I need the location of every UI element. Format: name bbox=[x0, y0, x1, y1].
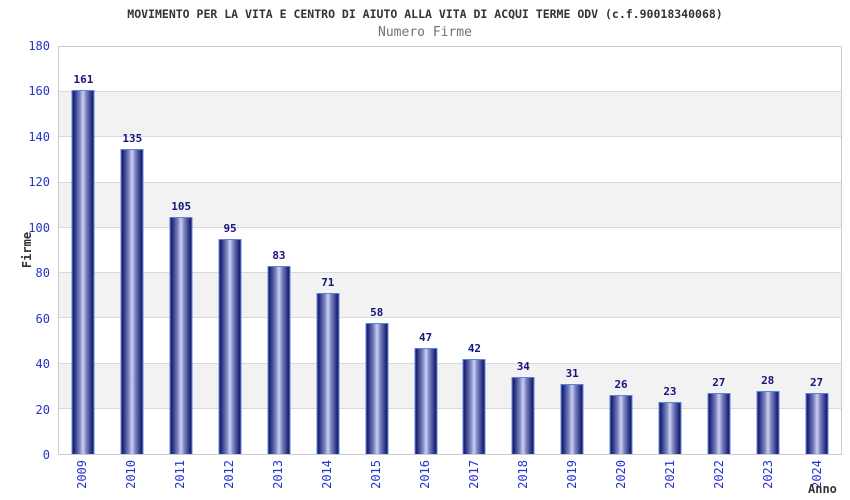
bar-slot: 42 bbox=[450, 47, 499, 454]
grid-band bbox=[59, 137, 841, 183]
grid-band bbox=[59, 47, 841, 93]
bar-slot: 47 bbox=[401, 47, 450, 454]
x-tick-label: 2016 bbox=[418, 460, 432, 489]
bar-2016 bbox=[414, 348, 438, 454]
x-tick-slot: 2020 bbox=[597, 460, 646, 498]
x-tick-label: 2009 bbox=[75, 460, 89, 489]
y-tick-label: 140 bbox=[28, 129, 50, 144]
y-tick-label: 40 bbox=[35, 357, 50, 372]
bar-slot: 58 bbox=[352, 47, 401, 454]
bar-slot: 105 bbox=[157, 47, 206, 454]
bar-2010 bbox=[120, 149, 144, 454]
bar-slot: 23 bbox=[646, 47, 695, 454]
bar-value-label: 71 bbox=[321, 276, 335, 289]
x-tick-slot: 2014 bbox=[303, 460, 352, 498]
x-tick-slot: 2018 bbox=[499, 460, 548, 498]
bar-2009 bbox=[71, 90, 95, 454]
x-tick-slot: 2016 bbox=[401, 460, 450, 498]
bar-value-label: 27 bbox=[809, 376, 824, 389]
x-tick-label: 2023 bbox=[761, 460, 775, 489]
x-tick-label: 2015 bbox=[369, 460, 383, 489]
bar-2018 bbox=[511, 377, 535, 454]
y-axis-title: Firme bbox=[20, 231, 34, 269]
bar-2011 bbox=[169, 217, 193, 454]
x-tick-label: 2011 bbox=[173, 460, 187, 489]
bar-slot: 135 bbox=[108, 47, 157, 454]
x-tick-label: 2021 bbox=[663, 460, 677, 489]
y-tick-label: 100 bbox=[28, 220, 50, 235]
x-tick-slot: 2023 bbox=[744, 460, 793, 498]
x-tick-slot: 2013 bbox=[254, 460, 303, 498]
bar-2020 bbox=[609, 395, 633, 454]
bar-value-label: 27 bbox=[712, 376, 726, 389]
bar-value-label: 23 bbox=[663, 385, 677, 398]
y-tick-label: 20 bbox=[35, 402, 50, 417]
bar-2012 bbox=[218, 239, 242, 454]
bar-2019 bbox=[560, 384, 584, 454]
bar-2013 bbox=[267, 266, 291, 454]
y-tick-label: 160 bbox=[28, 84, 50, 99]
bar-slot: 26 bbox=[597, 47, 646, 454]
x-tick-label: 2014 bbox=[320, 460, 334, 489]
bar-value-label: 105 bbox=[171, 200, 192, 213]
bar-2021 bbox=[658, 402, 682, 454]
chart-title: MOVIMENTO PER LA VITA E CENTRO DI AIUTO … bbox=[127, 7, 723, 21]
x-tick-label: 2017 bbox=[467, 460, 481, 489]
bar-value-label: 42 bbox=[467, 342, 482, 355]
bar-slot: 27 bbox=[694, 47, 743, 454]
x-tick-slot: 2019 bbox=[548, 460, 597, 498]
bar-slot: 71 bbox=[303, 47, 352, 454]
bar-value-label: 83 bbox=[272, 249, 286, 262]
x-tick-slot: 2011 bbox=[156, 460, 205, 498]
y-tick-label: 180 bbox=[28, 39, 50, 53]
bar-value-label: 58 bbox=[370, 306, 384, 319]
bar-value-label: 34 bbox=[516, 360, 530, 373]
bar-value-label: 28 bbox=[761, 374, 775, 387]
bar-value-label: 161 bbox=[73, 73, 94, 86]
bar-2023 bbox=[756, 391, 780, 454]
bar-2014 bbox=[316, 293, 340, 454]
y-tick-label: 0 bbox=[42, 448, 50, 462]
x-tick-label: 2019 bbox=[565, 460, 579, 489]
bar-slot: 31 bbox=[548, 47, 597, 454]
y-tick-label: 120 bbox=[28, 175, 50, 190]
y-tick-label: 60 bbox=[35, 311, 50, 326]
bar-slot: 34 bbox=[499, 47, 548, 454]
bar-2024 bbox=[805, 393, 829, 454]
bar-value-label: 26 bbox=[614, 378, 628, 391]
bar-value-label: 47 bbox=[418, 331, 433, 344]
x-tick-label: 2013 bbox=[271, 460, 285, 489]
x-axis-title: Anno bbox=[808, 482, 837, 496]
bar-value-label: 31 bbox=[565, 367, 579, 380]
bar-slot: 27 bbox=[792, 47, 841, 454]
x-tick-label: 2020 bbox=[614, 460, 628, 489]
grid-band bbox=[59, 92, 841, 138]
x-axis-labels: 2009 2010 2011 2012 2013 2014 2015 2016 2017 2018… bbox=[58, 460, 842, 498]
x-tick-slot: 2010 bbox=[107, 460, 156, 498]
x-tick-slot: 2015 bbox=[352, 460, 401, 498]
x-tick-label: 2022 bbox=[712, 460, 726, 489]
x-tick-slot: 2012 bbox=[205, 460, 254, 498]
x-tick-slot: 2021 bbox=[646, 460, 695, 498]
bar-2017 bbox=[462, 359, 486, 454]
x-tick-slot: 2009 bbox=[58, 460, 107, 498]
bar-slot: 95 bbox=[206, 47, 255, 454]
bar-value-label: 95 bbox=[223, 222, 237, 235]
bar-slot: 161 bbox=[59, 47, 108, 454]
x-tick-label: 2012 bbox=[222, 460, 236, 489]
bar-2022 bbox=[707, 393, 731, 454]
bar-slot: 83 bbox=[255, 47, 304, 454]
x-tick-slot: 2017 bbox=[450, 460, 499, 498]
chart-subtitle: Numero Firme bbox=[378, 25, 472, 40]
x-tick-label: 2018 bbox=[516, 460, 530, 489]
plot-area: 161 135 105 95 83 71 58 47 42 34 31 26 23 27 28 27 bbox=[58, 46, 842, 455]
bar-value-label: 135 bbox=[122, 132, 143, 145]
x-tick-slot: 2022 bbox=[695, 460, 744, 498]
bar-2015 bbox=[365, 323, 389, 454]
bars-row: 161 135 105 95 83 71 58 47 42 34 31 26 23 27 28 27 bbox=[59, 47, 841, 454]
bar-slot: 28 bbox=[743, 47, 792, 454]
y-tick-label: 80 bbox=[35, 266, 50, 281]
x-tick-label: 2010 bbox=[124, 460, 138, 489]
